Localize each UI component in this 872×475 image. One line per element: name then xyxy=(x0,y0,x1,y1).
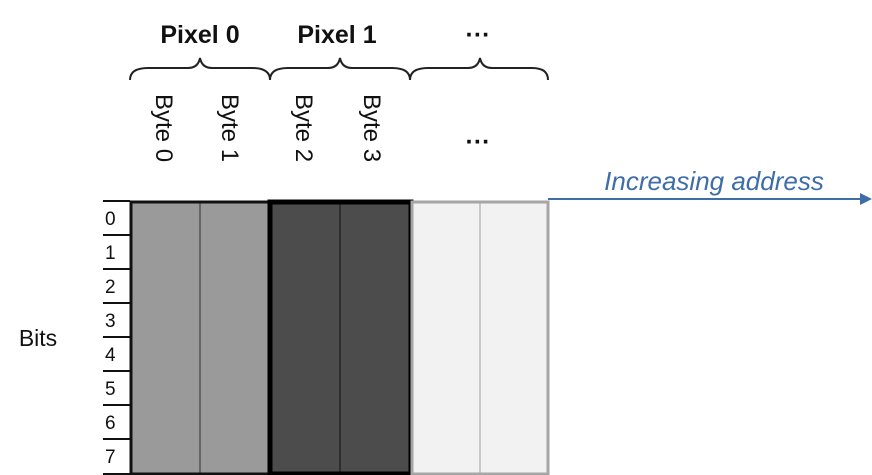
ellipsis-brace xyxy=(409,57,549,81)
bit-number-7: 7 xyxy=(105,447,116,468)
bit-number-1: 1 xyxy=(105,243,116,264)
byte-0-label: Byte 0 xyxy=(150,94,177,162)
bit-number-5: 5 xyxy=(105,379,116,400)
pixel-1-label: Pixel 1 xyxy=(297,21,376,49)
bit-number-4: 4 xyxy=(105,345,116,366)
pixel-0-brace xyxy=(129,57,271,81)
bit-number-2: 2 xyxy=(105,277,116,298)
bits-axis-label: Bits xyxy=(19,325,57,351)
increasing-address-label: Increasing address xyxy=(604,166,824,196)
bit-number-3: 3 xyxy=(105,311,116,332)
bit-number-6: 6 xyxy=(105,413,116,434)
pixel-ellipsis: ··· xyxy=(466,21,491,49)
bit-number-0: 0 xyxy=(105,209,116,230)
pixel-1-brace xyxy=(269,57,411,81)
byte-3-label: Byte 3 xyxy=(358,94,385,162)
byte-ellipsis: ··· xyxy=(466,128,491,156)
byte-1-label: Byte 1 xyxy=(216,94,243,162)
byte-2-label: Byte 2 xyxy=(290,94,317,162)
empty-bytes-border xyxy=(410,200,550,475)
pixel-0-label: Pixel 0 xyxy=(160,21,239,49)
address-arrow-head xyxy=(860,193,872,205)
